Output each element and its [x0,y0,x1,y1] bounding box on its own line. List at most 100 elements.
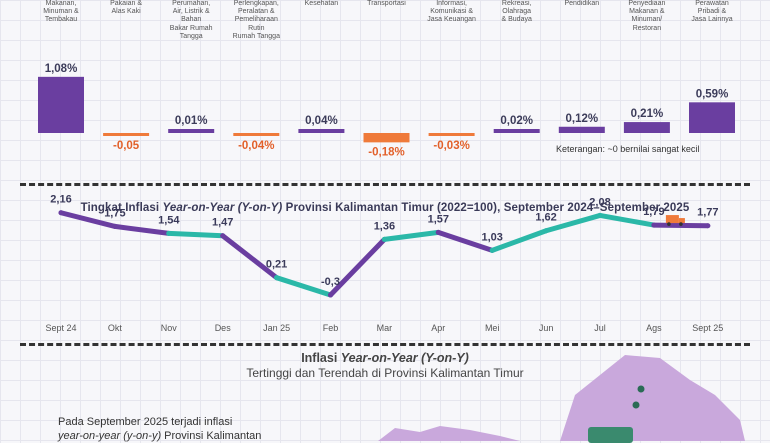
divider-bottom [20,343,750,346]
line-segment [166,230,226,239]
line-segment [381,229,441,242]
line-title-italic: Year-on-Year (Y-on-Y) [162,202,283,214]
line-point [58,210,64,216]
bottom-title: Inflasi Year-on-Year (Y-on-Y) [0,351,770,365]
line-point [328,292,333,298]
bar-value-label: 0,02% [500,115,533,127]
bar [168,129,215,133]
paragraph-suffix: Provinsi Kalimantan [161,430,262,442]
bar-category-label: Kesehatan [304,0,339,7]
line-x-label: Mei [485,323,500,333]
bar-category-label: Rekreasi, Olahraga & Budaya [501,0,532,24]
line-value-label: 1,75 [104,207,125,219]
line-value-label: 1,77 [697,207,718,219]
line-segment [274,275,333,298]
bar-value-label: 0,01% [175,115,208,127]
bar-category-label: Perlengkapan, Peralatan & Pemeliharaan R… [232,0,280,40]
bar-value-label: -0,18% [368,146,404,158]
bar-value-label: -0,03% [433,140,469,152]
line-x-label: Nov [161,323,178,333]
line-segment [543,212,603,234]
line-value-label: 2,08 [589,196,610,208]
bar-value-label: -0,05 [113,140,140,152]
truck-icon [665,215,685,226]
line-x-label: Des [215,323,232,333]
line-x-label: Jan 25 [263,323,290,333]
bar [689,102,735,133]
map-marker [632,401,640,409]
line-point [112,223,118,229]
bar [103,133,150,136]
bar [428,133,475,136]
bar-value-label: 0,12% [565,113,598,125]
line-title-suffix: Provinsi Kalimantan Timur (2022=100), Se… [282,202,690,214]
line-value-label: 1,79 [643,206,664,218]
divider-top [20,183,750,186]
line-x-label: Feb [323,323,339,333]
line-segment [489,228,549,253]
line-value-label: 1,54 [158,214,180,226]
map-shape [560,355,745,441]
line-point [543,228,549,234]
bar-category-label: Penyediaan Makanan & Minuman/ Restoran [628,0,666,32]
line-point [489,247,495,253]
bar-value-label: 0,59% [696,88,729,100]
line-chart-title: Tingkat Inflasi Year-on-Year (Y-on-Y) Pr… [0,202,770,214]
bar-legend-note: Keterangan: ~0 bernilai sangat kecil [556,144,700,154]
line-point [705,223,711,229]
bar-value-label: 0,04% [305,115,338,127]
bar [493,129,540,133]
bar [38,76,84,133]
bar-value-label: -0,04% [238,140,274,152]
line-point [166,230,172,236]
line-segment [58,210,118,229]
line-x-label: Mar [377,323,393,333]
line-value-label: -0,3 [321,276,340,288]
line-chart: 2,16 Sept 24 1,75 Okt 1,54 Nov 1,47 Des 0,21 Jan … [45,194,723,333]
line-point [274,275,280,281]
bottom-paragraph: Pada September 2025 terjadi inflasi year… [58,415,261,443]
line-value-label: 1,62 [535,212,556,224]
line-value-label: 0,21 [266,259,287,271]
bar-chart: 1,08% -0,05 0,01% -0,04% 0,04% -0,18% -0,03% 0,… [38,63,735,158]
line-value-label: 1,36 [374,220,395,232]
line-point [435,229,441,235]
line-x-label: Ags [646,323,662,333]
map-marker [637,385,645,393]
bar-category-label: Perumahan, Air, Listrik & Bahan Bakar Ru… [169,0,213,40]
line-value-label: 2,16 [50,194,71,206]
bar [233,133,280,136]
paragraph-line-2: year-on-year (y-on-y) Provinsi Kalimanta… [58,429,261,443]
line-point [651,222,657,228]
line-value-label: 1,57 [428,213,449,225]
bar [363,133,410,143]
paragraph-line-1: Pada September 2025 terjadi inflasi [58,416,233,428]
bar-category-label: Makanan, Minuman & Tembakau [43,0,79,24]
line-segment [328,236,387,298]
line-segment [220,233,280,281]
map-callout [588,427,633,443]
map-shape-west [378,426,520,441]
bar-category-label: Informasi, Komunikasi & Jasa Keuangan [427,0,476,24]
bar-value-label: 1,08% [45,63,78,75]
line-point [381,236,387,242]
bar-category-label: Pendidikan [564,0,600,7]
line-title-prefix: Tingkat Inflasi [80,202,163,214]
line-segment [112,223,172,236]
line-x-label: Sept 25 [692,323,723,333]
bar-category-label: Pakaian & Alas Kaki [110,0,143,16]
line-x-label: Jun [539,323,554,333]
bar [558,126,605,133]
bar [623,122,670,133]
line-x-label: Sept 24 [45,323,76,333]
bar-value-label: 0,21% [631,108,664,120]
paragraph-italic: year-on-year (y-on-y) [58,430,162,442]
line-point [220,233,226,239]
bottom-subtitle: Tertinggi dan Terendah di Provinsi Kalim… [246,366,524,380]
bottom-title-italic: Year-on-Year (Y-on-Y) [340,351,469,365]
line-x-label: Jul [594,323,606,333]
line-value-label: 1,47 [212,217,233,229]
line-value-label: 1,03 [481,231,502,243]
bar [298,129,345,133]
